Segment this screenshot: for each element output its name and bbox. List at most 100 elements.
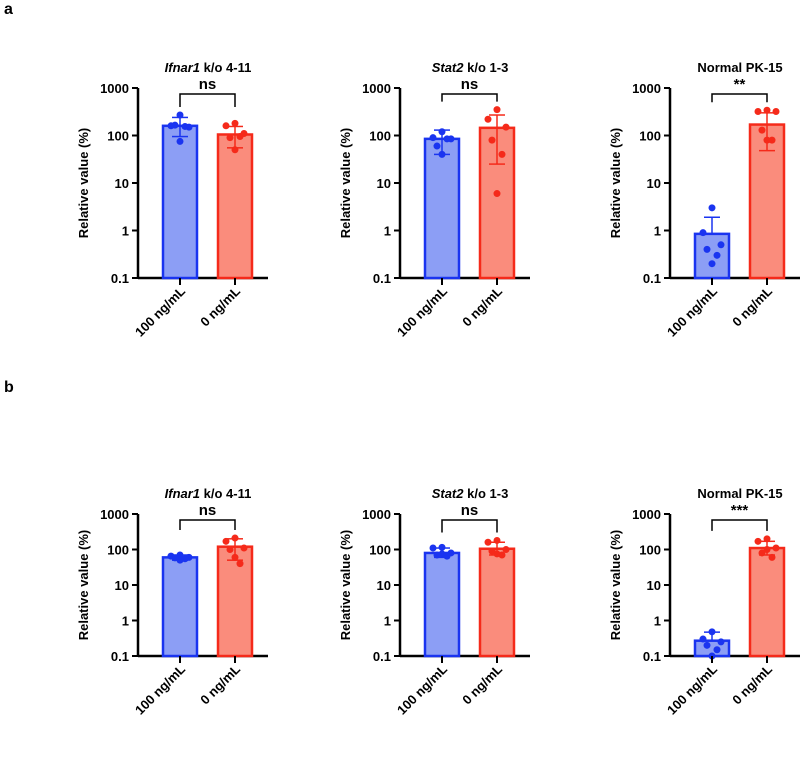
y-tick-label: 10 [377,578,391,593]
x-tick-label: 100 ng/mL [664,661,720,717]
data-point [713,646,721,654]
panel-label-b: b [4,379,14,396]
data-point [429,544,437,552]
data-point [699,635,707,643]
x-tick-label: 0 ng/mL [729,283,775,329]
data-point [763,136,771,144]
chart-title: Ifnar1 k/o 4-11 [165,60,252,75]
y-tick-label: 0.1 [111,649,129,664]
y-tick-label: 1 [384,614,391,629]
significance-label: ** [734,76,746,93]
data-point [226,134,234,142]
significance-bracket [179,93,236,108]
data-point [438,550,446,558]
data-point [438,543,446,551]
y-tick-label: 1000 [362,81,391,96]
data-point [488,136,496,144]
chart-panel-b-1: Ifnar1 k/o 4-11 0.1 1 10 100 1000 Relative val… [76,486,268,718]
y-tick-label: 10 [115,578,129,593]
chart-title-text: k/o 4-11 [200,486,251,501]
data-point [502,123,510,131]
data-point [717,241,725,249]
data-point [493,550,501,558]
data-point [171,121,179,129]
data-point [236,133,244,141]
data-point [493,190,501,198]
data-point [768,553,776,561]
chart-panel-a-3: Normal PK-15 0.1 1 10 100 1000 Relative value … [608,60,800,340]
chart-title-italic: Ifnar1 [165,60,200,75]
data-point [772,108,780,116]
significance-label: ns [461,502,479,519]
data-point [429,134,437,142]
y-tick-label: 100 [369,543,391,558]
x-tick-label: 0 ng/mL [459,661,505,707]
bar-0-ng [216,133,254,280]
data-point [498,150,506,158]
significance-bracket [179,519,236,531]
x-tick-label: 0 ng/mL [459,283,505,329]
data-point [484,115,492,123]
x-tick-label: 0 ng/mL [197,661,243,707]
data-point [502,546,510,553]
chart-title-text: k/o 4-11 [200,60,251,75]
y-tick-label: 0.1 [643,649,661,664]
y-tick-label: 1 [122,224,129,239]
x-tick-label: 100 ng/mL [664,283,720,339]
data-point [703,641,711,649]
data-point [708,260,716,268]
chart-title-text: Normal PK-15 [697,60,782,75]
y-axis-label: Relative value (%) [338,128,353,239]
significance-bracket [711,93,768,103]
data-point [231,553,239,561]
x-tick-label: 100 ng/mL [132,661,188,717]
chart-panel-b-3: Normal PK-15 0.1 1 10 100 1000 Relative value … [608,486,800,718]
data-point [763,106,771,114]
significance-label: ns [199,502,217,519]
x-tick-label: 0 ng/mL [197,283,243,329]
data-point [176,556,184,564]
significance-label: ns [461,76,479,93]
y-tick-label: 10 [115,176,129,191]
bar-100-ng [423,137,461,280]
bar-100-ng [693,232,731,280]
chart-title: Ifnar1 k/o 4-11 [165,486,252,501]
chart-title: Normal PK-15 [697,486,782,501]
data-point [226,546,234,553]
y-tick-label: 1000 [632,507,661,522]
y-tick-label: 0.1 [643,271,661,286]
data-point [493,106,501,114]
data-point [717,638,725,646]
y-tick-label: 10 [377,176,391,191]
significance-bracket [711,519,768,531]
significance-label: ns [199,76,217,93]
data-point [754,108,762,116]
y-tick-label: 1 [384,224,391,239]
bar-0-ng [216,545,254,658]
y-tick-label: 0.1 [111,271,129,286]
chart-title-italic: Stat2 [432,486,465,501]
bar-0-ng [748,546,786,658]
data-point [708,628,716,636]
chart-title-italic: Ifnar1 [165,486,200,501]
chart-panel-a-1: Ifnar1 k/o 4-11 0.1 1 10 100 1000 Relative val… [76,60,268,340]
data-point [758,549,766,557]
chart-panel-b-2: Stat2 k/o 1-3 0.1 1 10 100 1000 Relative value… [338,486,530,718]
bar-100-ng [161,556,199,658]
data-point [763,535,771,543]
y-axis-label: Relative value (%) [608,530,623,641]
data-point [758,126,766,134]
data-point [493,536,501,544]
significance-bracket [441,93,498,102]
data-point [438,150,446,158]
data-point [703,245,711,253]
chart-title: Normal PK-15 [697,60,782,75]
y-tick-label: 1 [654,614,661,629]
chart-title-text: k/o 1-3 [464,486,509,501]
data-point [236,560,244,568]
data-point [433,142,441,150]
x-tick-label: 0 ng/mL [729,661,775,707]
data-point [438,128,446,136]
data-point [699,229,707,237]
y-tick-label: 0.1 [373,649,391,664]
